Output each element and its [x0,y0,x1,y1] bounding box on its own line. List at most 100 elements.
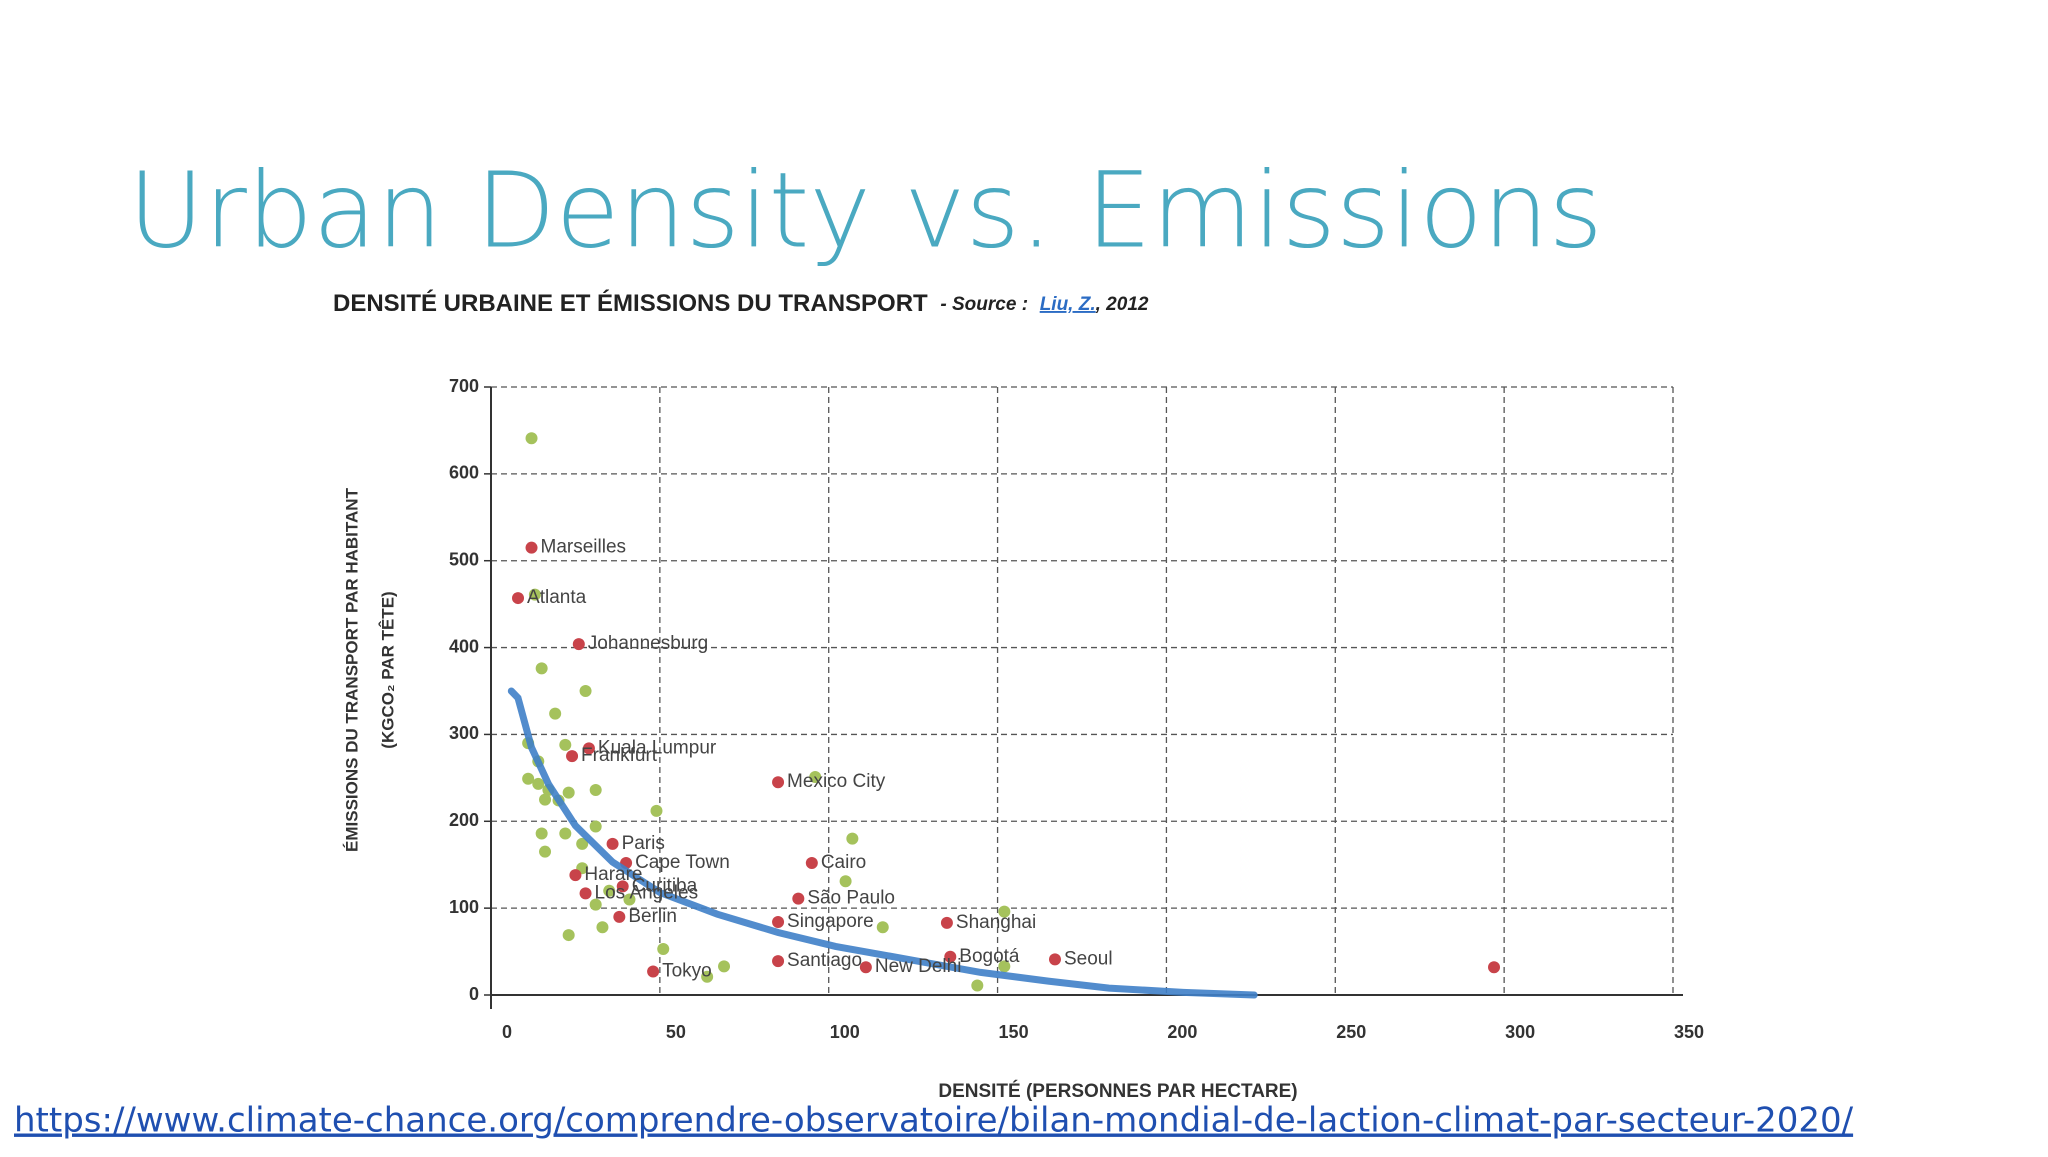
data-label: New Delhi [875,956,962,977]
x-tick-label: 250 [1336,1022,1366,1042]
data-point [566,750,579,763]
data-point [579,887,592,900]
data-point [998,960,1011,973]
data-point [535,662,548,675]
y-axis-label: ÉMISSIONS DU TRANSPORT PAR HABITANT [342,487,361,852]
data-label: Frankfurt [581,745,658,766]
source-link[interactable]: Liu, Z. [1040,294,1096,315]
data-point [772,916,785,929]
data-point [718,960,731,973]
data-point [940,916,953,929]
data-point [839,875,852,888]
source-year: , 2012 [1095,294,1149,315]
data-point [657,942,670,955]
y-tick-label: 500 [449,549,479,569]
data-label: Mexico City [787,771,886,792]
data-point [647,965,660,978]
data-point [525,541,538,554]
data-point [998,905,1011,918]
x-tick-label: 150 [999,1022,1029,1042]
data-point [559,827,572,840]
data-label: São Paulo [807,888,895,909]
data-point [701,970,714,983]
data-point [1488,961,1501,974]
data-label: Los Angeles [595,882,699,903]
x-axis-label: DENSITÉ (PERSONNES PAR HECTARE) [938,1080,1297,1102]
data-label: Tokyo [662,961,712,982]
data-point [512,592,525,605]
data-label: Berlin [628,906,677,927]
data-point [549,707,562,720]
data-point [589,784,602,797]
data-point [562,929,575,942]
data-point [539,793,552,806]
chart-title-text: DENSITÉ URBAINE ET ÉMISSIONS DU TRANSPOR… [333,289,928,317]
data-point [582,742,595,755]
y-tick-label: 600 [449,463,479,483]
trend-line [507,687,1258,999]
chart-title: DENSITÉ URBAINE ET ÉMISSIONS DU TRANSPOR… [333,289,1149,317]
data-point [596,921,609,934]
y-tick-label: 300 [449,723,479,743]
data-point [559,738,572,751]
data-label: Seoul [1064,948,1113,969]
data-point [589,898,602,911]
data-label: Marseilles [541,537,627,558]
data-label: Cairo [821,852,866,873]
data-label: Harare [584,864,642,885]
data-label: Shanghai [956,912,1036,933]
data-point [532,777,545,790]
data-point [522,772,535,785]
data-point [613,910,626,923]
data-point [616,880,629,893]
data-point [809,770,822,783]
y-tick-label: 200 [449,810,479,830]
data-point [539,845,552,858]
data-point [528,588,541,601]
data-label: Atlanta [527,587,587,608]
data-point [772,776,785,789]
x-tick-label: 300 [1505,1022,1535,1042]
data-point [971,979,984,992]
y-axis-label: (KGCO₂ PAR TÊTE) [378,591,397,748]
x-tick-label: 200 [1167,1022,1197,1042]
data-label: Singapore [787,911,874,932]
data-label: Kuala Lumpur [598,737,717,758]
data-point [805,856,818,869]
data-point [606,837,619,850]
data-point [650,804,663,817]
data-label: Curitiba [632,875,698,896]
data-point [572,638,585,651]
data-point [562,786,575,799]
data-point [623,893,636,906]
data-point [525,432,538,445]
data-point [1048,953,1061,966]
data-point [603,884,616,897]
data-point [876,921,889,934]
x-tick-label: 0 [502,1022,512,1042]
x-tick-label: 100 [830,1022,860,1042]
x-tick-label: 350 [1674,1022,1704,1042]
data-point [944,950,957,963]
data-point [859,961,872,974]
y-tick-label: 700 [449,376,479,396]
source-url[interactable]: https://www.climate-chance.org/comprendr… [14,1101,1854,1141]
y-tick-label: 100 [449,897,479,917]
data-label: Johannesburg [588,633,708,654]
data-label: Cape Town [635,852,730,873]
data-point [772,955,785,968]
y-tick-label: 0 [469,984,479,1004]
x-tick-label: 50 [666,1022,686,1042]
source-label: - Source : [940,294,1028,315]
data-point [576,837,589,850]
y-tick-label: 400 [449,636,479,656]
data-label: Paris [622,833,665,854]
data-label: Santiago [787,950,862,971]
data-point [569,869,582,882]
data-point [579,685,592,697]
slide-title: Urban Density vs. Emissions [128,149,1603,271]
data-point [535,827,548,840]
data-label: Bogotá [959,946,1020,967]
data-point [792,892,805,905]
